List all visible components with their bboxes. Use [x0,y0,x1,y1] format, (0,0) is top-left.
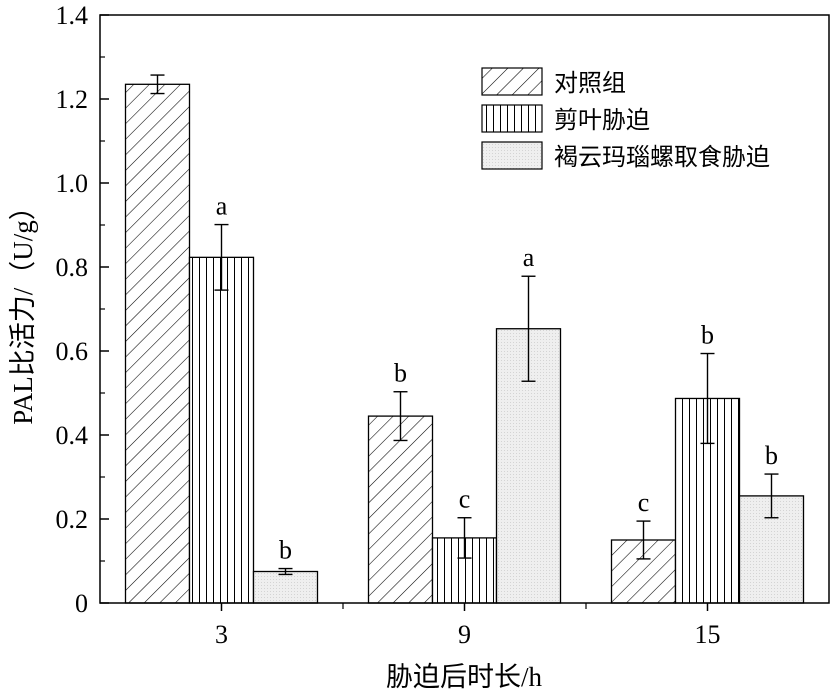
x-axis-label: 胁迫后时长/h [386,662,543,692]
y-tick-label: 0 [75,589,88,618]
y-tick-label: 0.8 [56,253,89,282]
legend-swatch [481,104,543,133]
significance-label: b [701,321,714,350]
legend-label: 褐云玛瑙螺取食胁迫 [554,144,770,171]
x-tick-label: 15 [695,620,721,649]
y-tick-label: 0.2 [56,505,89,534]
x-axis: 3 9 15 [215,603,721,649]
bar [124,83,191,604]
legend-swatch [481,141,543,170]
bar [188,256,255,604]
y-axis: 0 0.2 0.4 0.6 0.8 1.0 1.2 1.4 [56,1,109,618]
legend-label: 剪叶胁迫 [554,107,650,134]
x-tick-label: 3 [215,620,228,649]
legend-swatch [481,67,543,96]
x-tick-label: 9 [458,620,471,649]
significance-labels-group: a b b c a c b b [216,192,778,565]
significance-label: c [459,485,471,514]
bars-group [124,74,805,604]
y-tick-label: 1.0 [56,169,89,198]
significance-label: b [765,441,778,470]
bar [367,415,434,604]
significance-label: a [216,192,228,221]
bar [252,570,319,604]
legend-label: 对照组 [554,70,626,97]
significance-label: b [394,359,407,388]
y-tick-label: 1.2 [56,85,89,114]
significance-label: a [523,243,535,272]
significance-label: b [279,536,292,565]
y-tick-label: 0.4 [56,421,89,450]
significance-label: c [638,488,650,517]
y-tick-label: 0.6 [56,337,89,366]
y-tick-label: 1.4 [56,1,89,30]
y-axis-label: PAL比活力/（U/g） [8,193,38,425]
